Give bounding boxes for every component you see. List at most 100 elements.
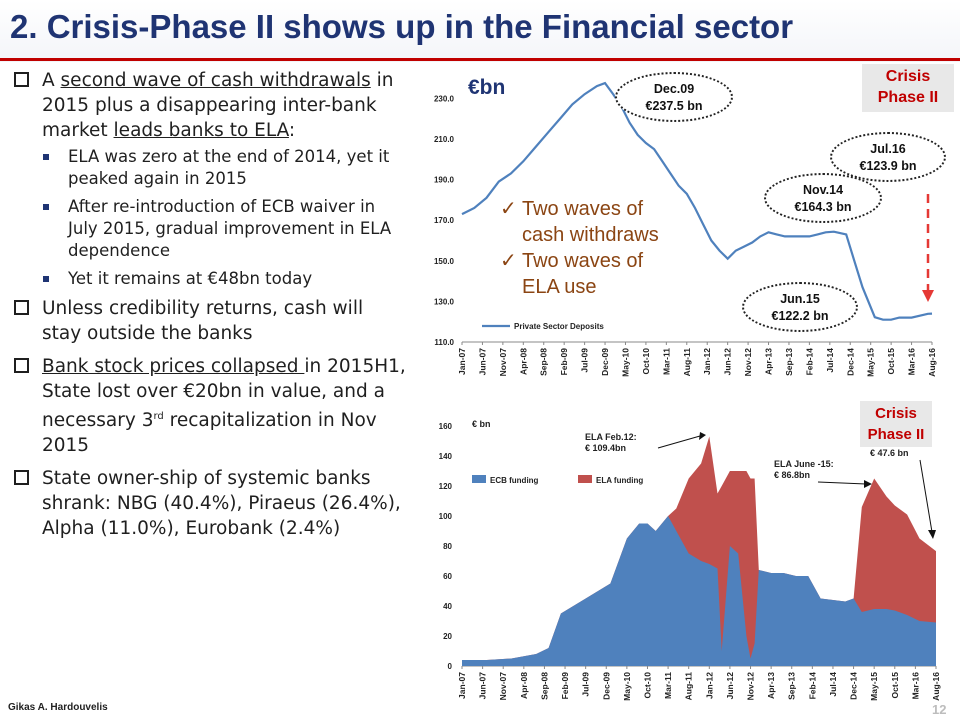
x-tick-label: Oct-15 bbox=[886, 348, 896, 375]
sub-bullet-item: Yet it remains at €48bn today bbox=[12, 268, 407, 290]
y-tick-label: 110.0 bbox=[434, 338, 454, 347]
x-tick-label: Oct-10 bbox=[641, 348, 651, 375]
y-tick-label: 230.0 bbox=[434, 94, 455, 103]
trend-arrow-head bbox=[922, 290, 934, 302]
annotation-line4: ELA use bbox=[522, 276, 597, 298]
x-tick-label: Jan-07 bbox=[457, 672, 467, 699]
pointer-jun15-head bbox=[864, 480, 872, 488]
bullet-item: Unless credibility returns, cash will st… bbox=[12, 296, 407, 346]
callout-peak: Dec.09 €237.5 bn bbox=[615, 72, 733, 122]
x-tick-label: Oct-10 bbox=[642, 672, 652, 699]
x-tick-label: Feb-09 bbox=[559, 348, 569, 376]
checkbox-bullet-icon bbox=[14, 300, 29, 315]
y-tick-label: 160 bbox=[439, 422, 453, 431]
callout-nov14: Nov.14 €164.3 bn bbox=[764, 173, 882, 223]
chart1-unit-label: €bn bbox=[468, 76, 506, 99]
checkbox-bullet-icon bbox=[14, 358, 29, 373]
x-tick-label: Jun-12 bbox=[725, 672, 735, 700]
x-tick-label: Sep-08 bbox=[539, 348, 549, 376]
pointer-feb12-head bbox=[699, 432, 706, 440]
x-tick-label: Nov-12 bbox=[743, 348, 753, 377]
ela-june-label: ELA June -15: € 86.8bn bbox=[774, 459, 834, 480]
y-tick-label: 130.0 bbox=[434, 297, 455, 306]
y-tick-label: 60 bbox=[443, 572, 452, 581]
x-tick-label: Jan-12 bbox=[704, 672, 714, 699]
x-tick-label: Dec-14 bbox=[849, 672, 859, 700]
ela-now-label: € 47.6 bn bbox=[870, 448, 909, 458]
x-tick-label: Jun-12 bbox=[723, 348, 733, 376]
pointer-now-head bbox=[928, 530, 936, 539]
x-tick-label: Jul-14 bbox=[828, 672, 838, 697]
checkbox-bullet-icon bbox=[14, 470, 29, 486]
y-tick-label: 20 bbox=[443, 632, 452, 641]
x-tick-label: Feb-14 bbox=[804, 348, 814, 376]
x-tick-label: Jul-09 bbox=[580, 348, 590, 373]
x-tick-label: Sep-08 bbox=[539, 672, 549, 700]
x-tick-label: Sep-13 bbox=[784, 348, 794, 376]
x-tick-label: Dec-09 bbox=[601, 672, 611, 700]
x-tick-label: Aug-16 bbox=[931, 672, 941, 701]
x-tick-label: Mar-16 bbox=[907, 348, 917, 376]
x-tick-label: Jul-14 bbox=[825, 348, 835, 373]
y-tick-label: 80 bbox=[443, 542, 452, 551]
callout-jun15: Jun.15 €122.2 bn bbox=[742, 282, 858, 332]
x-tick-label: May-15 bbox=[869, 672, 879, 701]
y-tick-label: 120 bbox=[439, 482, 453, 491]
square-bullet-icon bbox=[43, 154, 49, 160]
x-tick-label: Dec-14 bbox=[845, 348, 855, 376]
checkbox-bullet-icon bbox=[14, 72, 29, 87]
crisis-phase-label-2: Crisis Phase II bbox=[860, 401, 932, 447]
ela-feb-label: ELA Feb.12: € 109.4bn bbox=[585, 432, 637, 453]
x-tick-label: Feb-09 bbox=[560, 672, 570, 700]
x-tick-label: Mar-16 bbox=[910, 672, 920, 700]
x-tick-label: Apr-08 bbox=[519, 672, 529, 699]
y-tick-label: 0 bbox=[448, 662, 453, 671]
bullet-item: Bank stock prices collapsed in 2015H1, S… bbox=[12, 354, 407, 458]
y-tick-label: 140 bbox=[439, 452, 453, 461]
y-tick-label: 40 bbox=[443, 602, 452, 611]
x-tick-label: Apr-08 bbox=[518, 348, 528, 375]
legend-swatch-ecb bbox=[472, 475, 486, 483]
x-tick-label: Mar-11 bbox=[663, 672, 673, 699]
y-tick-label: 100 bbox=[439, 512, 453, 521]
y-tick-label: 190.0 bbox=[434, 176, 455, 185]
annotation-line2: cash withdraws bbox=[522, 224, 659, 246]
x-tick-label: Jun-07 bbox=[477, 348, 487, 376]
x-tick-label: Sep-13 bbox=[787, 672, 797, 700]
legend-swatch-ela bbox=[578, 475, 592, 483]
x-tick-label: Jul-09 bbox=[581, 672, 591, 697]
x-tick-label: Aug-11 bbox=[682, 348, 692, 377]
square-bullet-icon bbox=[43, 204, 49, 210]
bullet-item: A second wave of cash withdrawals in 201… bbox=[12, 68, 407, 143]
author-footer: Gikas A. Hardouvelis bbox=[8, 702, 108, 713]
x-tick-label: Nov-12 bbox=[746, 672, 756, 701]
annotation-line3: ✓ Two waves of bbox=[500, 250, 644, 272]
x-tick-label: Nov-07 bbox=[498, 672, 508, 701]
x-tick-label: Aug-16 bbox=[927, 348, 937, 377]
legend-label-ecb: ECB funding bbox=[490, 476, 539, 485]
callout-latest: Jul.16 €123.9 bn bbox=[830, 132, 946, 182]
x-tick-label: Jun-07 bbox=[478, 672, 488, 700]
x-tick-label: Dec-09 bbox=[600, 348, 610, 376]
x-tick-label: Apr-13 bbox=[764, 348, 774, 375]
title-divider bbox=[0, 58, 960, 61]
x-tick-label: May-10 bbox=[620, 348, 630, 377]
x-tick-label: Nov-07 bbox=[498, 348, 508, 377]
legend-label-ela: ELA funding bbox=[596, 476, 643, 485]
pointer-feb12 bbox=[657, 435, 701, 449]
square-bullet-icon bbox=[43, 276, 49, 282]
chart2-unit-label: € bn bbox=[472, 419, 491, 429]
crisis-phase-label: Crisis Phase II bbox=[862, 64, 954, 112]
bullet-item: State owner-ship of systemic banks shran… bbox=[12, 466, 407, 541]
x-tick-label: Apr-13 bbox=[766, 672, 776, 699]
sub-bullet-item: After re-introduction of ECB waiver in J… bbox=[12, 196, 407, 262]
y-tick-label: 170.0 bbox=[434, 216, 455, 225]
pointer-jun15 bbox=[817, 481, 867, 485]
deposits-line-chart: 110.0 130.0 150.0 170.0 190.0 210.0 230.0 Jan-0… bbox=[434, 81, 937, 377]
x-tick-label: Jan-07 bbox=[457, 348, 467, 375]
y-tick-label: 150.0 bbox=[434, 257, 455, 266]
page-number: 12 bbox=[932, 702, 947, 717]
pointer-now bbox=[919, 459, 933, 533]
funding-area-chart: 0 20 40 60 80 100 120 140 160 Jan-07 Jun-07 Nov-07 A… bbox=[439, 422, 941, 701]
x-tick-label: Aug-11 bbox=[684, 672, 694, 701]
